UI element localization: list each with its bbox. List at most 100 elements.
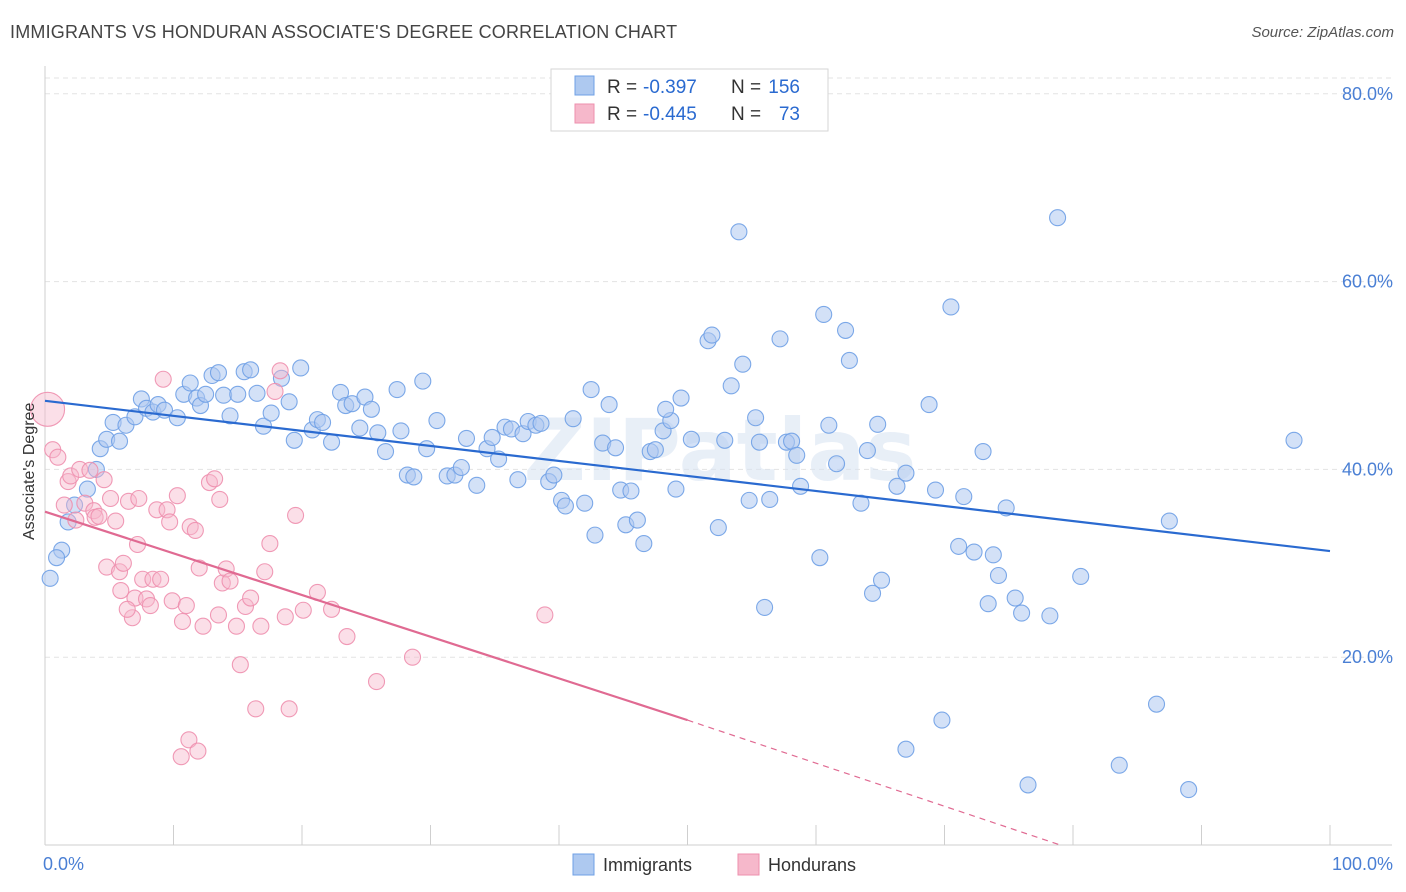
series-immigrants bbox=[41, 209, 1303, 799]
immigrants-point-60 bbox=[457, 429, 476, 447]
immigrants-point-114 bbox=[815, 305, 833, 324]
hondurans-point-65 bbox=[536, 606, 554, 624]
immigrants-point-100 bbox=[722, 377, 740, 395]
immigrants-point-106 bbox=[756, 598, 774, 616]
y-axis-label: Associate's Degree bbox=[21, 403, 38, 540]
immigrants-point-75 bbox=[556, 497, 574, 515]
immigrants-point-134 bbox=[979, 595, 997, 613]
immigrants-point-93 bbox=[667, 480, 685, 498]
immigrants-point-51 bbox=[392, 422, 410, 440]
hondurans-point-16 bbox=[107, 512, 125, 530]
hondurans-point-55 bbox=[271, 362, 289, 380]
hondurans-point-17 bbox=[110, 563, 129, 581]
immigrants-point-118 bbox=[840, 351, 858, 370]
immigrants-point-5 bbox=[78, 480, 96, 498]
immigrants-point-53 bbox=[405, 468, 423, 486]
immigrants-point-108 bbox=[771, 330, 789, 348]
hondurans-point-70 bbox=[118, 600, 136, 618]
legend-r-value-2: -0.445 bbox=[643, 104, 697, 125]
legend-n-label-1: N = bbox=[731, 77, 761, 98]
hondurans-point-54 bbox=[266, 382, 284, 401]
immigrants-point-41 bbox=[323, 433, 341, 451]
bottom-legend-immigrants: Immigrants bbox=[603, 855, 692, 875]
hondurans-point-24 bbox=[134, 570, 152, 588]
immigrants-point-104 bbox=[747, 409, 765, 427]
immigrants-point-79 bbox=[586, 526, 604, 544]
immigrants-point-28 bbox=[229, 385, 247, 403]
immigrants-point-102 bbox=[734, 355, 752, 373]
immigrants-point-128 bbox=[933, 711, 951, 729]
hondurans-point-29 bbox=[152, 570, 170, 588]
legend-r-label-2: R = bbox=[607, 104, 637, 125]
immigrants-point-56 bbox=[428, 412, 446, 430]
hondurans-point-41 bbox=[206, 470, 224, 488]
immigrants-point-145 bbox=[1147, 695, 1166, 713]
immigrants-point-95 bbox=[682, 430, 700, 448]
immigrants-point-98 bbox=[709, 519, 727, 537]
immigrants-point-23 bbox=[197, 385, 215, 403]
hondurans-point-53 bbox=[261, 535, 279, 553]
hondurans-point-51 bbox=[252, 617, 270, 635]
legend-swatch-immigrants bbox=[574, 75, 595, 96]
hondurans-point-32 bbox=[163, 592, 181, 610]
hondurans-point-52 bbox=[256, 563, 274, 581]
immigrants-point-140 bbox=[1019, 776, 1037, 794]
series-legend: Immigrants Hondurans bbox=[572, 853, 856, 876]
immigrants-point-149 bbox=[897, 740, 915, 758]
bottom-legend-swatch-hondurans bbox=[737, 853, 760, 876]
legend-n-label-2: N = bbox=[731, 104, 761, 125]
hondurans-point-14 bbox=[98, 558, 116, 576]
immigrants-point-85 bbox=[622, 482, 640, 500]
immigrants-point-35 bbox=[280, 393, 298, 411]
immigrants-point-86 bbox=[628, 511, 646, 529]
hondurans-point-47 bbox=[231, 656, 249, 674]
immigrants-point-148 bbox=[1285, 431, 1303, 449]
immigrants-point-49 bbox=[376, 442, 395, 461]
immigrants-point-78 bbox=[582, 381, 600, 399]
correlation-legend: R = -0.397 N = 156 R = -0.445 N = 73 bbox=[550, 68, 829, 132]
y-tick-label-0: 20.0% bbox=[1342, 647, 1393, 667]
y-tick-label-2: 60.0% bbox=[1342, 272, 1393, 292]
legend-r-label-1: R = bbox=[607, 77, 637, 98]
hondurans-point-28 bbox=[148, 501, 166, 519]
immigrants-point-94 bbox=[672, 389, 690, 407]
x-tick-label-1: 100.0% bbox=[1332, 854, 1393, 874]
immigrants-point-37 bbox=[292, 359, 310, 377]
immigrants-point-105 bbox=[750, 433, 769, 451]
immigrants-point-97 bbox=[703, 326, 721, 344]
hondurans-point-33 bbox=[168, 487, 186, 505]
immigrants-point-30 bbox=[242, 361, 260, 379]
hondurans-trend-extension bbox=[687, 719, 1061, 846]
immigrants-point-26 bbox=[215, 386, 233, 404]
legend-swatch-hondurans bbox=[574, 103, 595, 124]
tick-labels: 20.0% 40.0% 60.0% 80.0% 0.0% 100.0% bbox=[43, 84, 1393, 874]
immigrants-point-31 bbox=[248, 384, 266, 402]
hondurans-point-66 bbox=[180, 731, 198, 749]
hondurans-point-0 bbox=[30, 391, 66, 427]
chart-title: IMMIGRANTS VS HONDURAN ASSOCIATE'S DEGRE… bbox=[10, 22, 678, 42]
x-tick-label-0: 0.0% bbox=[43, 854, 84, 874]
immigrants-point-36 bbox=[285, 431, 303, 449]
immigrants-point-130 bbox=[950, 537, 968, 555]
hondurans-point-3 bbox=[55, 496, 73, 514]
immigrants-trend-line bbox=[44, 399, 1331, 553]
immigrants-point-125 bbox=[897, 464, 915, 482]
source-label: Source: ZipAtlas.com bbox=[1251, 24, 1394, 41]
immigrants-point-126 bbox=[920, 396, 938, 414]
immigrants-point-61 bbox=[468, 476, 486, 494]
immigrants-point-82 bbox=[606, 439, 625, 457]
hondurans-point-68 bbox=[172, 748, 190, 766]
hondurans-point-56 bbox=[276, 608, 294, 626]
immigrants-point-54 bbox=[414, 372, 432, 390]
hondurans-point-21 bbox=[123, 609, 141, 627]
immigrants-point-136 bbox=[989, 566, 1008, 585]
axes bbox=[44, 66, 1392, 846]
hondurans-point-63 bbox=[367, 673, 386, 691]
immigrants-point-76 bbox=[564, 410, 582, 428]
immigrants-point-107 bbox=[761, 490, 779, 508]
immigrants-point-2 bbox=[48, 549, 66, 567]
immigrants-point-47 bbox=[362, 400, 380, 418]
hondurans-point-26 bbox=[141, 596, 159, 615]
immigrants-point-113 bbox=[811, 549, 829, 567]
